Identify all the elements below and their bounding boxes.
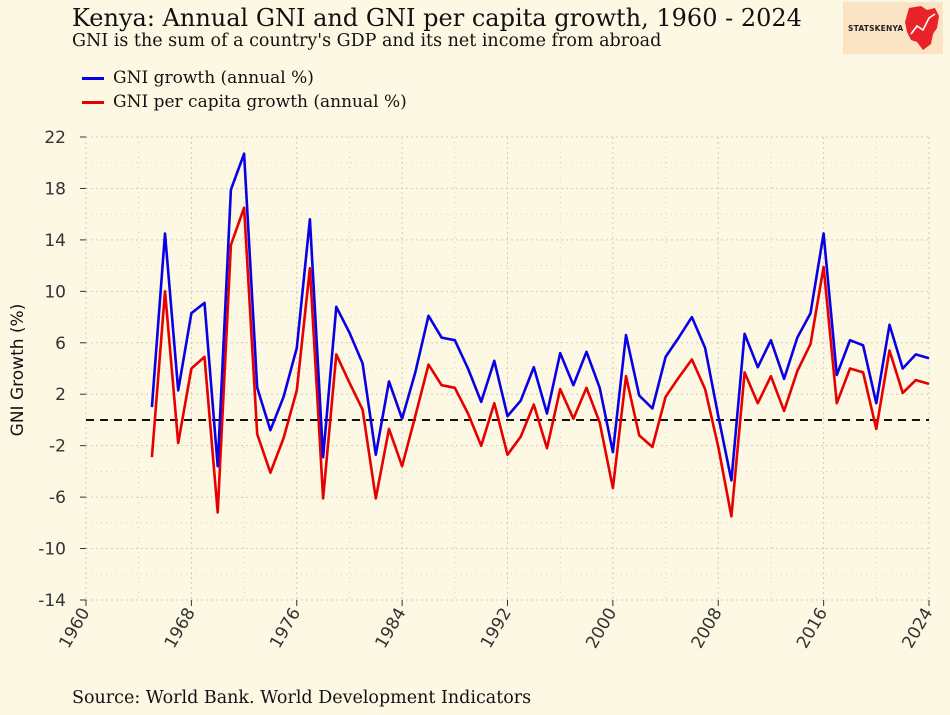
x-tick-label: 1984 <box>372 605 411 652</box>
x-tick-label: 2016 <box>793 605 832 652</box>
x-tick-label: 1976 <box>266 605 305 652</box>
legend-label-gni-per-capita: GNI per capita growth (annual %) <box>113 92 407 112</box>
grid <box>85 136 930 601</box>
stats-kenya-logo: STATSKENYA <box>843 2 943 54</box>
y-tick-label: 6 <box>55 334 66 354</box>
x-tick-label: 2000 <box>582 605 621 652</box>
y-tick-label: -2 <box>49 437 66 457</box>
y-tick-label: -14 <box>38 591 66 611</box>
x-tick-label: 1968 <box>161 605 200 652</box>
legend-item-gni-per-capita: GNI per capita growth (annual %) <box>82 90 407 114</box>
chart-subtitle: GNI is the sum of a country's GDP and it… <box>72 31 662 51</box>
y-tick-label: 22 <box>44 128 66 148</box>
logo-text: STATSKENYA <box>848 24 904 33</box>
legend-swatch-gni <box>82 76 104 80</box>
chart-title: Kenya: Annual GNI and GNI per capita gro… <box>72 4 802 32</box>
y-tick-label: 10 <box>44 282 66 302</box>
legend-item-gni: GNI growth (annual %) <box>82 66 407 90</box>
x-tick-label: 1992 <box>477 605 516 652</box>
legend-swatch-gni-per-capita <box>82 100 104 104</box>
series-lines <box>150 152 930 518</box>
x-tick-label: 2008 <box>688 605 727 652</box>
gni-growth-line <box>150 152 930 482</box>
legend-label-gni: GNI growth (annual %) <box>113 68 314 88</box>
x-tick-label: 1960 <box>55 605 94 652</box>
x-tick-label: 2024 <box>898 605 937 652</box>
gni-per-capita-growth-line <box>150 206 930 518</box>
y-tick-label: -6 <box>49 488 66 508</box>
y-axis-label: GNI Growth (%) <box>8 304 28 437</box>
legend: GNI growth (annual %) GNI per capita gro… <box>82 66 407 114</box>
source-note: Source: World Bank. World Development In… <box>72 688 532 708</box>
y-tick-label: 14 <box>44 231 66 251</box>
kenya-map-icon <box>905 6 939 50</box>
y-tick-label: 2 <box>55 385 66 405</box>
y-tick-label: -10 <box>38 540 66 560</box>
y-tick-label: 18 <box>44 179 66 199</box>
